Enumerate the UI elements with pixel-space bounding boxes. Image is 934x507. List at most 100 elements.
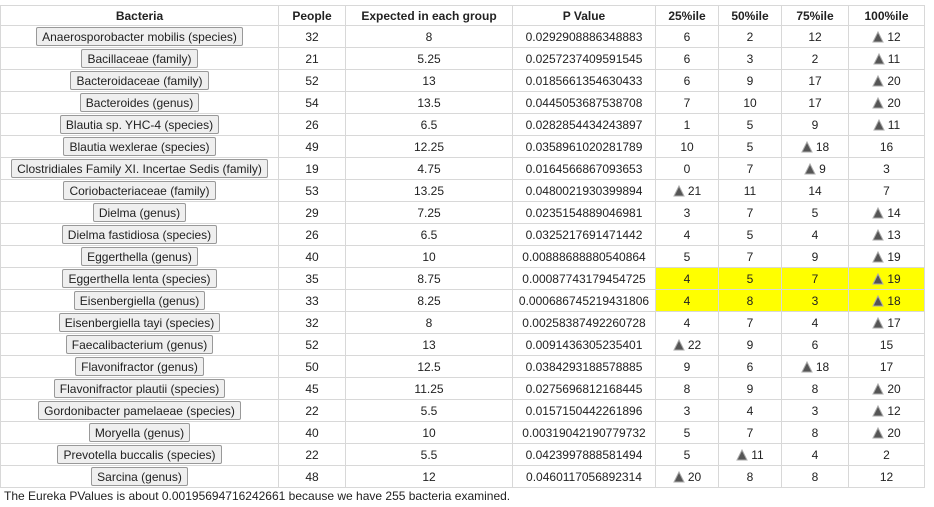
table-cell: 0.0325217691471442 bbox=[512, 223, 656, 246]
table-cell: 32 bbox=[278, 311, 346, 334]
table-row: Anaerosporobacter mobilis (species) 32 8 0.… bbox=[0, 25, 925, 48]
table-cell: 33 bbox=[278, 289, 346, 312]
table-cell: 0.0157150442261896 bbox=[512, 399, 656, 422]
table-cell: 3 bbox=[781, 289, 849, 312]
table-cell: 9 bbox=[781, 113, 849, 136]
table-cell: 5 bbox=[781, 201, 849, 224]
bacteria-button[interactable]: Sarcina (genus) bbox=[91, 467, 188, 486]
table-cell: 26 bbox=[278, 113, 346, 136]
table-cell: 53 bbox=[278, 179, 346, 202]
table-cell: 9 bbox=[781, 245, 849, 268]
table-cell: 6.5 bbox=[345, 223, 513, 246]
bacteria-button[interactable]: Moryella (genus) bbox=[88, 423, 191, 442]
table-cell: 0.0480021930399894 bbox=[512, 179, 656, 202]
table-cell: 0.00258387492260728 bbox=[512, 311, 656, 334]
bacteria-button[interactable]: Flavonifractor (genus) bbox=[75, 357, 204, 376]
table-cell: 22 bbox=[278, 443, 346, 466]
column-header: 100%ile bbox=[848, 5, 925, 26]
bacteria-cell: Blautia wexlerae (species) bbox=[0, 135, 279, 158]
cell-value: 11 bbox=[887, 51, 901, 66]
bacteria-cell: Clostridiales Family XI. Incertae Sedis … bbox=[0, 157, 279, 180]
bacteria-button[interactable]: Eisenbergiella tayi (species) bbox=[58, 313, 221, 332]
table-cell: 0.00087743179454725 bbox=[512, 267, 656, 290]
peak-icon bbox=[673, 470, 685, 482]
table-cell: 8 bbox=[345, 311, 513, 334]
cell-value: 17 bbox=[887, 315, 901, 330]
table-cell: 20 bbox=[848, 91, 925, 114]
table-cell: 22 bbox=[278, 399, 346, 422]
bacteria-button[interactable]: Eggerthella (genus) bbox=[81, 247, 198, 266]
table-cell: 0.0460117056892314 bbox=[512, 465, 656, 488]
bacteria-cell: Bacteroides (genus) bbox=[0, 91, 279, 114]
table-cell: 20 bbox=[848, 69, 925, 92]
table-cell: 5 bbox=[718, 113, 782, 136]
bacteria-cell: Eggerthella (genus) bbox=[0, 245, 279, 268]
table-cell: 8 bbox=[655, 377, 719, 400]
peak-icon bbox=[872, 316, 885, 328]
bacteria-button[interactable]: Blautia wexlerae (species) bbox=[63, 137, 216, 156]
table-cell: 0.0292908886348883 bbox=[512, 25, 656, 48]
table-row: Dielma fastidiosa (species) 26 6.5 0.032521… bbox=[0, 223, 925, 246]
table-cell: 4 bbox=[655, 311, 719, 334]
bacteria-button[interactable]: Blautia sp. YHC-4 (species) bbox=[59, 115, 220, 134]
table-cell: 5 bbox=[655, 421, 719, 444]
table-cell: 0.0423997888581494 bbox=[512, 443, 656, 466]
table-cell: 17 bbox=[848, 311, 925, 334]
table-cell: 2 bbox=[848, 443, 925, 466]
table-cell: 8 bbox=[718, 465, 782, 488]
bacteria-button[interactable]: Eggerthella lenta (species) bbox=[62, 269, 217, 288]
table-cell: 14 bbox=[848, 201, 925, 224]
bacteria-button[interactable]: Bacteroidaceae (family) bbox=[70, 71, 209, 90]
column-header: People bbox=[278, 5, 346, 26]
table-cell: 19 bbox=[278, 157, 346, 180]
table-cell: 8 bbox=[718, 289, 782, 312]
bacteria-button[interactable]: Faecalibacterium (genus) bbox=[65, 335, 214, 354]
table-cell: 21 bbox=[655, 179, 719, 202]
table-cell: 0.00319042190779732 bbox=[512, 421, 656, 444]
bacteria-cell: Faecalibacterium (genus) bbox=[0, 333, 279, 356]
table-cell: 4 bbox=[655, 267, 719, 290]
table-cell: 12.25 bbox=[345, 135, 513, 158]
table-body: Anaerosporobacter mobilis (species) 32 8 0.… bbox=[0, 25, 925, 488]
table-cell: 4.75 bbox=[345, 157, 513, 180]
table-cell: 9 bbox=[781, 157, 849, 180]
bacteria-cell: Blautia sp. YHC-4 (species) bbox=[0, 113, 279, 136]
bacteria-button[interactable]: Dielma fastidiosa (species) bbox=[61, 225, 218, 244]
table-cell: 7 bbox=[848, 179, 925, 202]
bacteria-button[interactable]: Dielma (genus) bbox=[92, 203, 187, 222]
table-cell: 9 bbox=[718, 69, 782, 92]
peak-icon bbox=[872, 52, 885, 64]
table-cell: 3 bbox=[848, 157, 925, 180]
table-cell: 4 bbox=[655, 223, 719, 246]
table-row: Bacillaceae (family) 21 5.25 0.025723740959… bbox=[0, 47, 925, 70]
bacteria-cell: Gordonibacter pamelaeae (species) bbox=[0, 399, 279, 422]
table-cell: 14 bbox=[781, 179, 849, 202]
column-header: 75%ile bbox=[781, 5, 849, 26]
table-cell: 5 bbox=[655, 245, 719, 268]
table-cell: 17 bbox=[781, 91, 849, 114]
bacteria-button[interactable]: Bacillaceae (family) bbox=[81, 49, 198, 68]
peak-icon bbox=[801, 140, 813, 152]
peak-icon bbox=[804, 162, 816, 174]
bacteria-button[interactable]: Bacteroides (genus) bbox=[79, 93, 200, 112]
bacteria-button[interactable]: Prevotella buccalis (species) bbox=[57, 445, 222, 464]
bacteria-button[interactable]: Gordonibacter pamelaeae (species) bbox=[38, 401, 241, 420]
bacteria-button[interactable]: Eisenbergiella (genus) bbox=[73, 291, 206, 310]
table-cell: 17 bbox=[781, 69, 849, 92]
table-cell: 20 bbox=[848, 421, 925, 444]
table-cell: 3 bbox=[781, 399, 849, 422]
bacteria-button[interactable]: Flavonifractor plautii (species) bbox=[53, 379, 226, 398]
peak-icon bbox=[872, 250, 885, 262]
peak-icon bbox=[872, 206, 885, 218]
peak-icon bbox=[872, 404, 885, 416]
bacteria-cell: Bacillaceae (family) bbox=[0, 47, 279, 70]
peak-icon bbox=[872, 118, 885, 130]
table-cell: 0.0091436305235401 bbox=[512, 333, 656, 356]
bacteria-button[interactable]: Clostridiales Family XI. Incertae Sedis … bbox=[11, 159, 268, 178]
bacteria-button[interactable]: Coriobacteriaceae (family) bbox=[63, 181, 216, 200]
column-header: 25%ile bbox=[655, 5, 719, 26]
bacteria-cell: Eisenbergiella (genus) bbox=[0, 289, 279, 312]
table-cell: 6 bbox=[781, 333, 849, 356]
table-cell: 0.00888688880540864 bbox=[512, 245, 656, 268]
bacteria-button[interactable]: Anaerosporobacter mobilis (species) bbox=[36, 27, 243, 46]
